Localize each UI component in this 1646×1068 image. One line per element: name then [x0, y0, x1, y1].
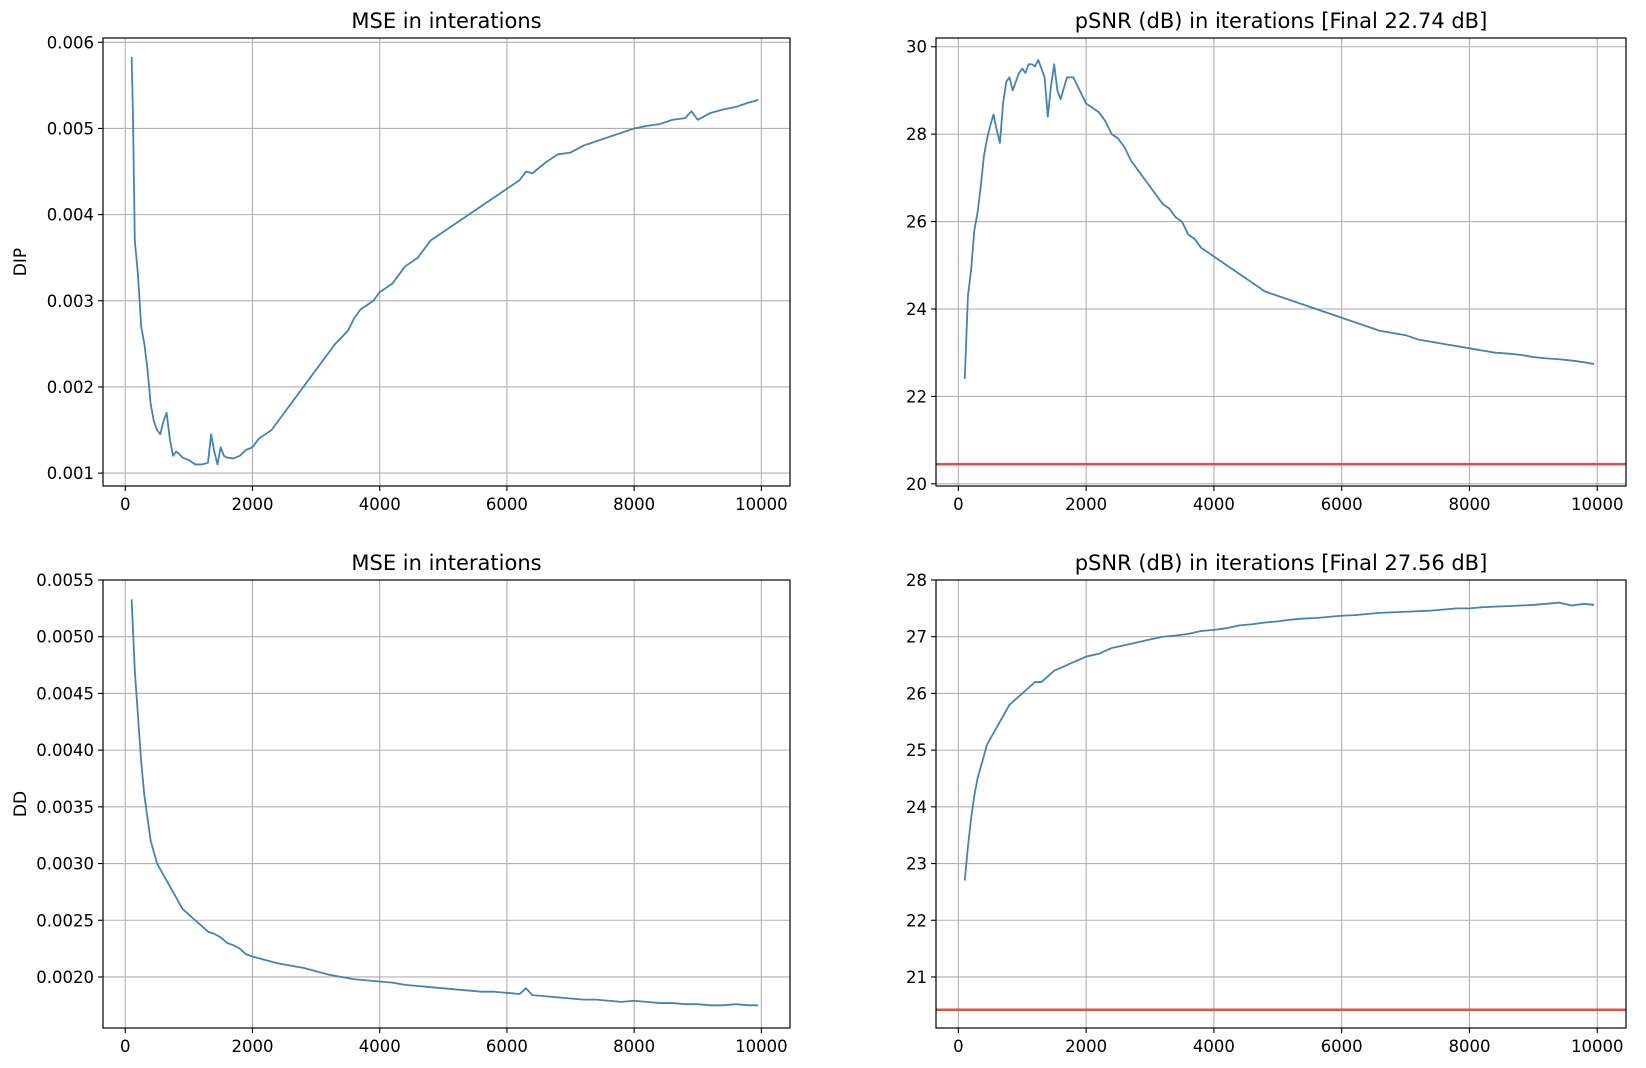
x-tick-label: 0 [120, 495, 131, 514]
y-tick-label: 24 [906, 798, 927, 817]
chart-title: pSNR (dB) in iterations [Final 27.56 dB] [1075, 551, 1488, 575]
y-tick-label: 30 [906, 38, 927, 57]
x-tick-label: 6000 [486, 1037, 528, 1056]
x-tick-label: 2000 [1065, 1037, 1107, 1056]
x-tick-label: 10000 [1571, 495, 1624, 514]
y-tick-label: 21 [906, 968, 927, 987]
x-tick-label: 8000 [1448, 495, 1490, 514]
y-tick-label: 20 [906, 475, 927, 494]
axes-frame [102, 37, 791, 487]
x-tick-label: 2000 [231, 495, 273, 514]
y-tick-label: 0.0030 [36, 855, 94, 874]
x-tick-label: 6000 [486, 495, 528, 514]
y-tick-label: 25 [906, 741, 927, 760]
x-tick-label: 4000 [359, 1037, 401, 1056]
y-tick-label: 0.006 [47, 33, 94, 52]
y-tick-label: 0.001 [47, 464, 94, 483]
chart-panel-2: 0 2000 4000 6000 8000 10000 20 22 24 26 28 30 pSNR (… [906, 9, 1627, 514]
x-tick-label: 0 [120, 1037, 131, 1056]
series-line [130, 56, 759, 466]
y-tick-label: 27 [906, 628, 927, 647]
chart-panel-3: 0 2000 4000 6000 8000 10000 0.0020 0.0025 0.0030… [11, 551, 791, 1056]
y-tick-label: 24 [906, 300, 927, 319]
axes-frame [935, 37, 1627, 487]
x-tick-label: 4000 [1193, 1037, 1235, 1056]
x-tick-label: 8000 [613, 1037, 655, 1056]
y-tick-label: 0.003 [47, 292, 94, 311]
x-tick-label: 6000 [1321, 1037, 1363, 1056]
chart-title: pSNR (dB) in iterations [Final 22.74 dB] [1075, 9, 1488, 33]
x-tick-label: 10000 [1571, 1037, 1624, 1056]
y-tick-label: 28 [906, 125, 927, 144]
x-tick-label: 0 [953, 495, 964, 514]
x-tick-label: 8000 [1448, 1037, 1490, 1056]
chart-title: MSE in interations [351, 9, 541, 33]
y-tick-label: 22 [906, 387, 927, 406]
y-tick-label: 0.0025 [36, 911, 94, 930]
y-axis-label: DIP [11, 248, 31, 276]
x-tick-label: 8000 [613, 495, 655, 514]
x-tick-label: 4000 [359, 495, 401, 514]
y-tick-label: 22 [906, 911, 927, 930]
y-tick-label: 0.0040 [36, 741, 94, 760]
y-tick-label: 0.002 [47, 378, 94, 397]
y-axis-label: DD [11, 791, 31, 817]
y-tick-label: 0.0045 [36, 684, 94, 703]
x-tick-label: 10000 [735, 1037, 788, 1056]
y-tick-label: 0.0035 [36, 798, 94, 817]
y-tick-label: 0.0055 [36, 571, 94, 590]
x-tick-label: 0 [953, 1037, 964, 1056]
axes-frame [102, 579, 791, 1029]
x-tick-label: 2000 [1065, 495, 1107, 514]
series-line [963, 58, 1595, 379]
y-tick-label: 0.0020 [36, 968, 94, 987]
y-tick-label: 28 [906, 571, 927, 590]
x-tick-label: 2000 [231, 1037, 273, 1056]
x-tick-label: 4000 [1193, 495, 1235, 514]
chart-title: MSE in interations [351, 551, 541, 575]
chart-panel-4: 0 2000 4000 6000 8000 10000 21 22 23 24 25 26 27 28 pS… [906, 551, 1627, 1056]
y-tick-label: 0.005 [47, 119, 94, 138]
y-tick-label: 26 [906, 213, 927, 232]
y-tick-label: 0.004 [47, 206, 94, 225]
series-line [963, 601, 1595, 881]
y-tick-label: 26 [906, 684, 927, 703]
series-line [130, 599, 759, 1007]
x-tick-label: 10000 [735, 495, 788, 514]
axes-frame [935, 579, 1627, 1029]
y-tick-label: 23 [906, 855, 927, 874]
y-tick-label: 0.0050 [36, 628, 94, 647]
chart-panel-1: 0 2000 4000 6000 8000 10000 0.001 0.002 0.003 0.0… [11, 9, 791, 514]
x-tick-label: 6000 [1321, 495, 1363, 514]
